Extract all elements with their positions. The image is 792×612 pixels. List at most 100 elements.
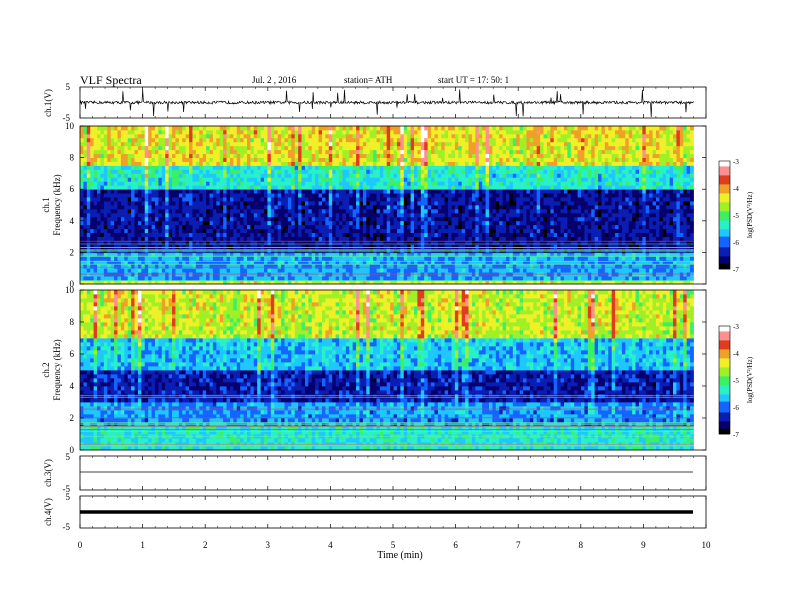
spectrogram-cell [97,236,101,241]
spectrogram-cell [458,189,463,194]
spectrogram-cell [90,248,95,253]
spectrogram-cell [83,137,88,143]
spectrogram-cell [359,212,364,218]
spectrogram-cell [270,232,275,237]
spectrogram-cell [475,268,480,273]
spectrogram-cell [199,264,204,269]
spectrogram-cell [110,169,115,174]
spectrogram-cell [311,236,316,241]
spectrogram-cell [226,232,231,237]
spectrogram-cell [216,133,221,139]
spectrogram-cell [178,126,183,131]
spectrogram-cell [451,189,456,194]
spectrogram-cell [110,216,115,222]
spectrogram-cell [134,276,139,281]
spectrogram-cell [141,126,146,131]
spectrogram-cell [400,236,405,241]
spectrogram-cell [328,280,333,285]
spectrogram-cell [141,165,146,170]
spectrogram-cell [257,216,262,222]
spectrogram-cell [444,216,449,222]
spectrogram-cell [274,280,279,285]
spectrogram-cell [373,240,377,245]
spectrogram-cell [284,189,289,194]
spectrogram-cell [352,244,357,249]
spectrogram-cell [277,240,282,245]
spectrogram-cell [93,268,98,273]
spectrogram-cell [148,280,152,285]
spectrogram-cell [304,181,309,186]
spectrogram-cell [287,236,292,241]
spectrogram-cell [345,185,350,190]
spectrogram-cell [192,244,197,249]
spectrogram-cell [107,145,112,151]
spectrogram-cell [134,260,139,265]
spectrogram-cell [475,236,480,241]
spectrogram-cell [471,145,476,151]
spectrogram-cell [332,161,337,166]
spectrogram-cell [468,248,473,253]
spectrogram-cell [212,280,217,285]
spectrogram-cell [178,228,183,234]
spectrogram-cell [301,240,306,245]
spectrogram-cell [448,185,452,190]
spectrogram-cell [482,197,486,202]
spectrogram-cell [168,212,173,218]
spectrogram-cell [114,157,118,162]
spectrogram-cell [110,244,115,249]
spectrogram-cell [321,169,326,174]
spectrogram-cell [189,153,193,158]
spectrogram-cell [212,145,217,151]
spectrogram-cell [373,141,377,147]
spectrogram-cell [403,145,408,151]
spectrogram-cell [161,145,166,151]
spectrogram-cell [304,177,309,182]
spectrogram-cell [226,260,231,265]
spectrogram-cell [362,208,367,214]
spectrogram-cell [308,126,313,131]
spectrogram-cell [124,212,129,218]
spectrogram-cell [144,244,149,249]
spectrogram-cell [168,173,173,178]
spectrogram-cell [386,161,391,166]
spectrogram-cell [192,240,197,245]
spectrogram-cell [243,153,248,158]
spectrogram-cell [396,193,401,198]
spectrogram-cell [93,177,98,182]
spectrogram-cell [137,264,142,269]
spectrogram-cell [427,126,432,131]
spectrogram-cell [304,276,309,281]
spectrogram-cell [206,169,210,174]
spectrogram-cell [277,248,282,253]
spectrogram-cell [148,177,152,182]
spectrogram-cell [144,126,149,131]
spectrogram-cell [243,177,248,182]
spectrogram-cell [202,244,207,249]
spectrogram-cell [233,137,238,143]
spectrogram-cell [291,157,296,162]
spectrogram-cell [373,153,377,158]
spectrogram-cell [154,129,159,135]
spectrogram-cell [137,212,142,218]
spectrogram-cell [410,264,415,269]
spectrogram-cell [260,193,265,198]
spectrogram-cell [431,244,435,249]
spectrogram-cell [328,232,333,237]
spectrogram-cell [219,205,224,210]
spectrogram-cell [410,201,415,206]
spectrogram-cell [287,161,292,166]
spectrogram-cell [492,145,497,151]
spectrogram-cell [178,165,183,170]
spectrogram-cell [291,161,296,166]
spectrogram-cell [229,212,234,218]
spectrogram-cell [356,177,360,182]
spectrogram-cell [414,224,418,230]
header: VLF Spectra Jul. 2 , 2016 station= ATH s… [80,73,509,87]
spectrogram-cell [475,177,480,182]
spectrogram-cell [216,169,221,174]
spectrogram-cell [199,208,204,214]
spectrogram-cell [332,224,337,230]
spectrogram-cell [335,240,340,245]
spectrogram-cell [229,224,234,230]
spectrogram-cell [386,236,391,241]
